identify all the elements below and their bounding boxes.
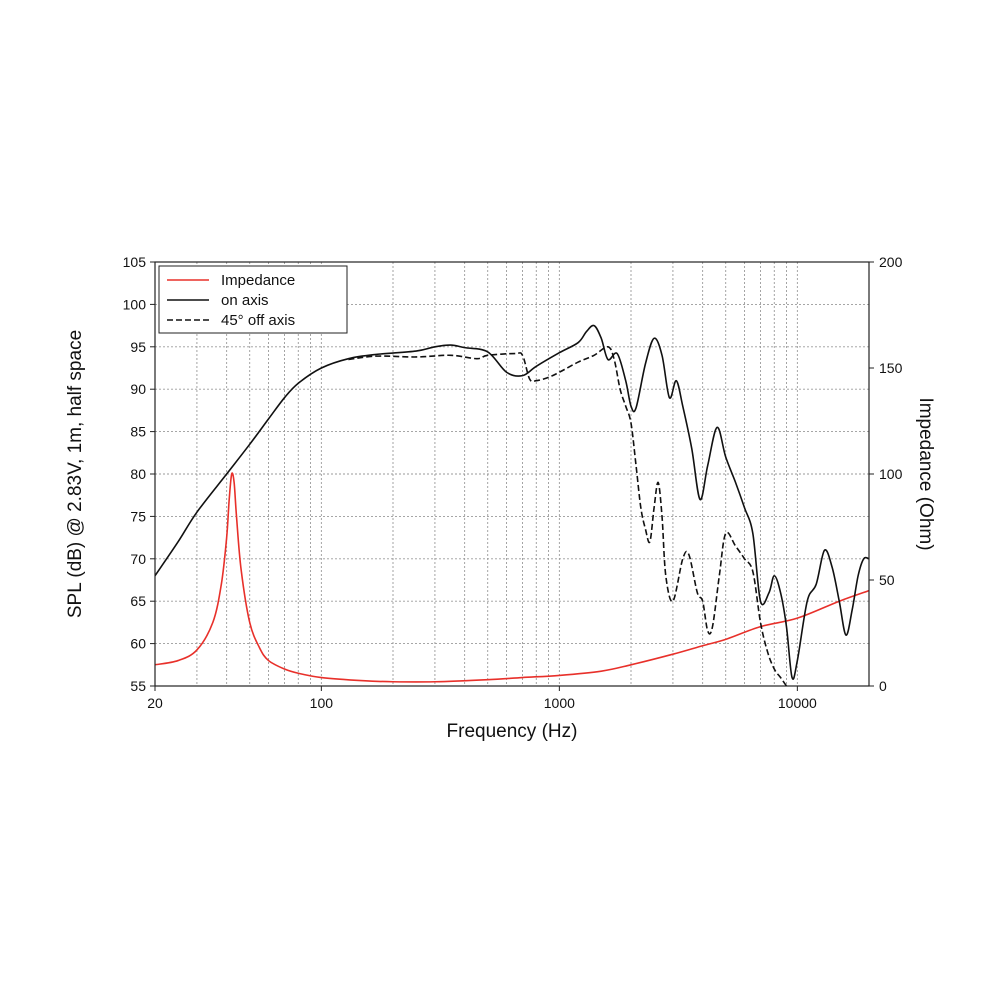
x-tick-label: 1000 — [544, 695, 575, 711]
y-left-tick-label: 65 — [130, 593, 146, 609]
legend-label-off-axis: 45° off axis — [221, 312, 295, 329]
y-right-tick-label: 150 — [879, 360, 903, 376]
y-right-tick-label: 200 — [879, 254, 903, 270]
x-tick-label: 100 — [310, 695, 334, 711]
grid — [155, 262, 869, 686]
y-left-tick-label: 60 — [130, 636, 146, 652]
y-left-tick-label: 85 — [130, 424, 146, 440]
legend-label-on-axis: on axis — [221, 292, 269, 309]
x-tick-label: 20 — [147, 695, 163, 711]
y-left-tick-label: 80 — [130, 466, 146, 482]
y-axis-right-title: Impedance (Ohm) — [915, 397, 936, 550]
y-left-tick-label: 75 — [130, 508, 146, 524]
axes: 55 60 65 70 75 80 85 90 95 100 105 0 50 100 150 200 20 10… — [123, 254, 903, 711]
y-right-tick-label: 50 — [879, 572, 895, 588]
y-left-tick-label: 90 — [130, 381, 146, 397]
x-tick-label: 10000 — [778, 695, 817, 711]
y-left-tick-label: 95 — [130, 339, 146, 355]
y-left-tick-label: 105 — [123, 254, 147, 270]
series-on-axis-line — [155, 324, 869, 680]
y-left-tick-label: 70 — [130, 551, 146, 567]
legend: Impedance on axis 45° off axis — [158, 265, 348, 334]
y-left-tick-label: 55 — [130, 678, 146, 694]
series-impedance-line — [155, 472, 869, 683]
y-axis-left-title: SPL (dB) @ 2.83V, 1m, half space — [65, 330, 86, 618]
y-left-tick-label: 100 — [123, 296, 147, 312]
y-right-tick-label: 100 — [879, 466, 903, 482]
y-right-tick-label: 0 — [879, 678, 887, 694]
x-axis-title: Frequency (Hz) — [447, 721, 578, 742]
series-layer — [155, 324, 869, 686]
series-off-axis-line — [348, 345, 788, 686]
legend-label-impedance: Impedance — [221, 272, 295, 289]
